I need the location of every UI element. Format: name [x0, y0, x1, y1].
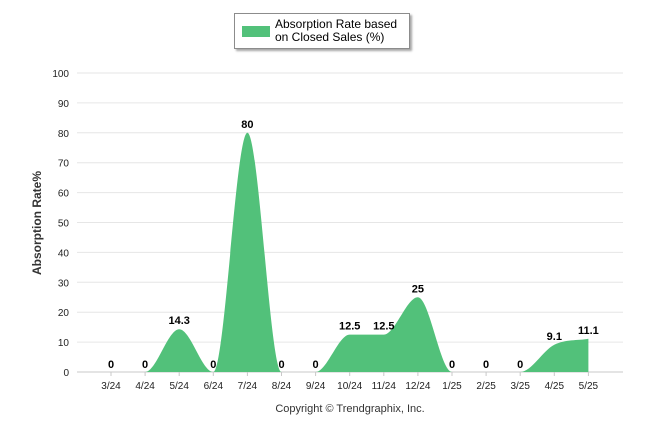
y-tick-label: 0 [63, 368, 69, 379]
data-label: 0 [449, 359, 455, 371]
y-tick-label: 50 [58, 219, 70, 230]
copyright: Copyright © Trendgraphix, Inc. [275, 403, 425, 415]
y-tick-label: 20 [58, 308, 70, 319]
y-tick-label: 80 [58, 129, 70, 140]
x-tick-label: 5/25 [579, 381, 599, 392]
area-series-fill [111, 132, 589, 372]
y-tick-label: 90 [58, 99, 70, 110]
x-tick-label: 12/24 [405, 381, 430, 392]
x-tick-label: 5/24 [169, 381, 189, 392]
data-label: 0 [210, 359, 216, 371]
y-tick-label: 40 [58, 248, 70, 259]
data-label: 0 [313, 359, 319, 371]
x-tick-label: 4/24 [135, 381, 155, 392]
y-tick-label: 30 [58, 278, 70, 289]
grid [77, 72, 623, 373]
series-area [111, 132, 589, 372]
x-tick-label: 7/24 [238, 381, 258, 392]
x-tick-labels: 3/24 4/24 5/24 6/24 7/24 8/24 9/24 10/24 11/24 12… [101, 372, 599, 392]
y-tick-label: 60 [58, 189, 70, 200]
legend-swatch [242, 26, 270, 37]
x-tick-label: 2/25 [476, 381, 496, 392]
y-axis-label: Absorption Rate% [30, 171, 44, 275]
y-tick-label: 70 [58, 159, 70, 170]
legend-label: Absorption Rate based on Closed Sales (%… [275, 17, 398, 44]
y-tick-label: 100 [52, 69, 69, 80]
x-tick-label: 9/24 [306, 381, 326, 392]
x-tick-label: 1/25 [442, 381, 462, 392]
data-label: 14.3 [168, 315, 189, 327]
data-label: 0 [278, 359, 284, 371]
legend: Absorption Rate based on Closed Sales (%… [234, 13, 410, 49]
x-tick-label: 8/24 [272, 381, 292, 392]
data-label: 80 [241, 119, 253, 131]
data-label: 0 [108, 359, 114, 371]
data-label: 12.5 [339, 321, 360, 333]
x-tick-label: 4/25 [545, 381, 565, 392]
x-tick-label: 3/25 [510, 381, 530, 392]
data-label: 0 [142, 359, 148, 371]
data-label: 0 [517, 359, 523, 371]
x-tick-label: 3/24 [101, 381, 121, 392]
data-label: 0 [483, 359, 489, 371]
x-tick-label: 11/24 [372, 381, 397, 392]
data-label: 12.5 [373, 321, 394, 333]
x-tick-label: 10/24 [337, 381, 362, 392]
data-labels: 0 0 14.3 0 80 0 0 12.5 12.5 25 0 0 0 9.1 11.1 [108, 119, 599, 371]
x-tick-label: 6/24 [204, 381, 224, 392]
y-tick-label: 10 [58, 338, 70, 349]
data-label: 25 [412, 283, 424, 295]
data-label: 11.1 [578, 325, 599, 337]
data-label: 9.1 [547, 331, 562, 343]
y-tick-labels: 0 10 20 30 40 50 60 70 80 90 100 [52, 69, 69, 379]
